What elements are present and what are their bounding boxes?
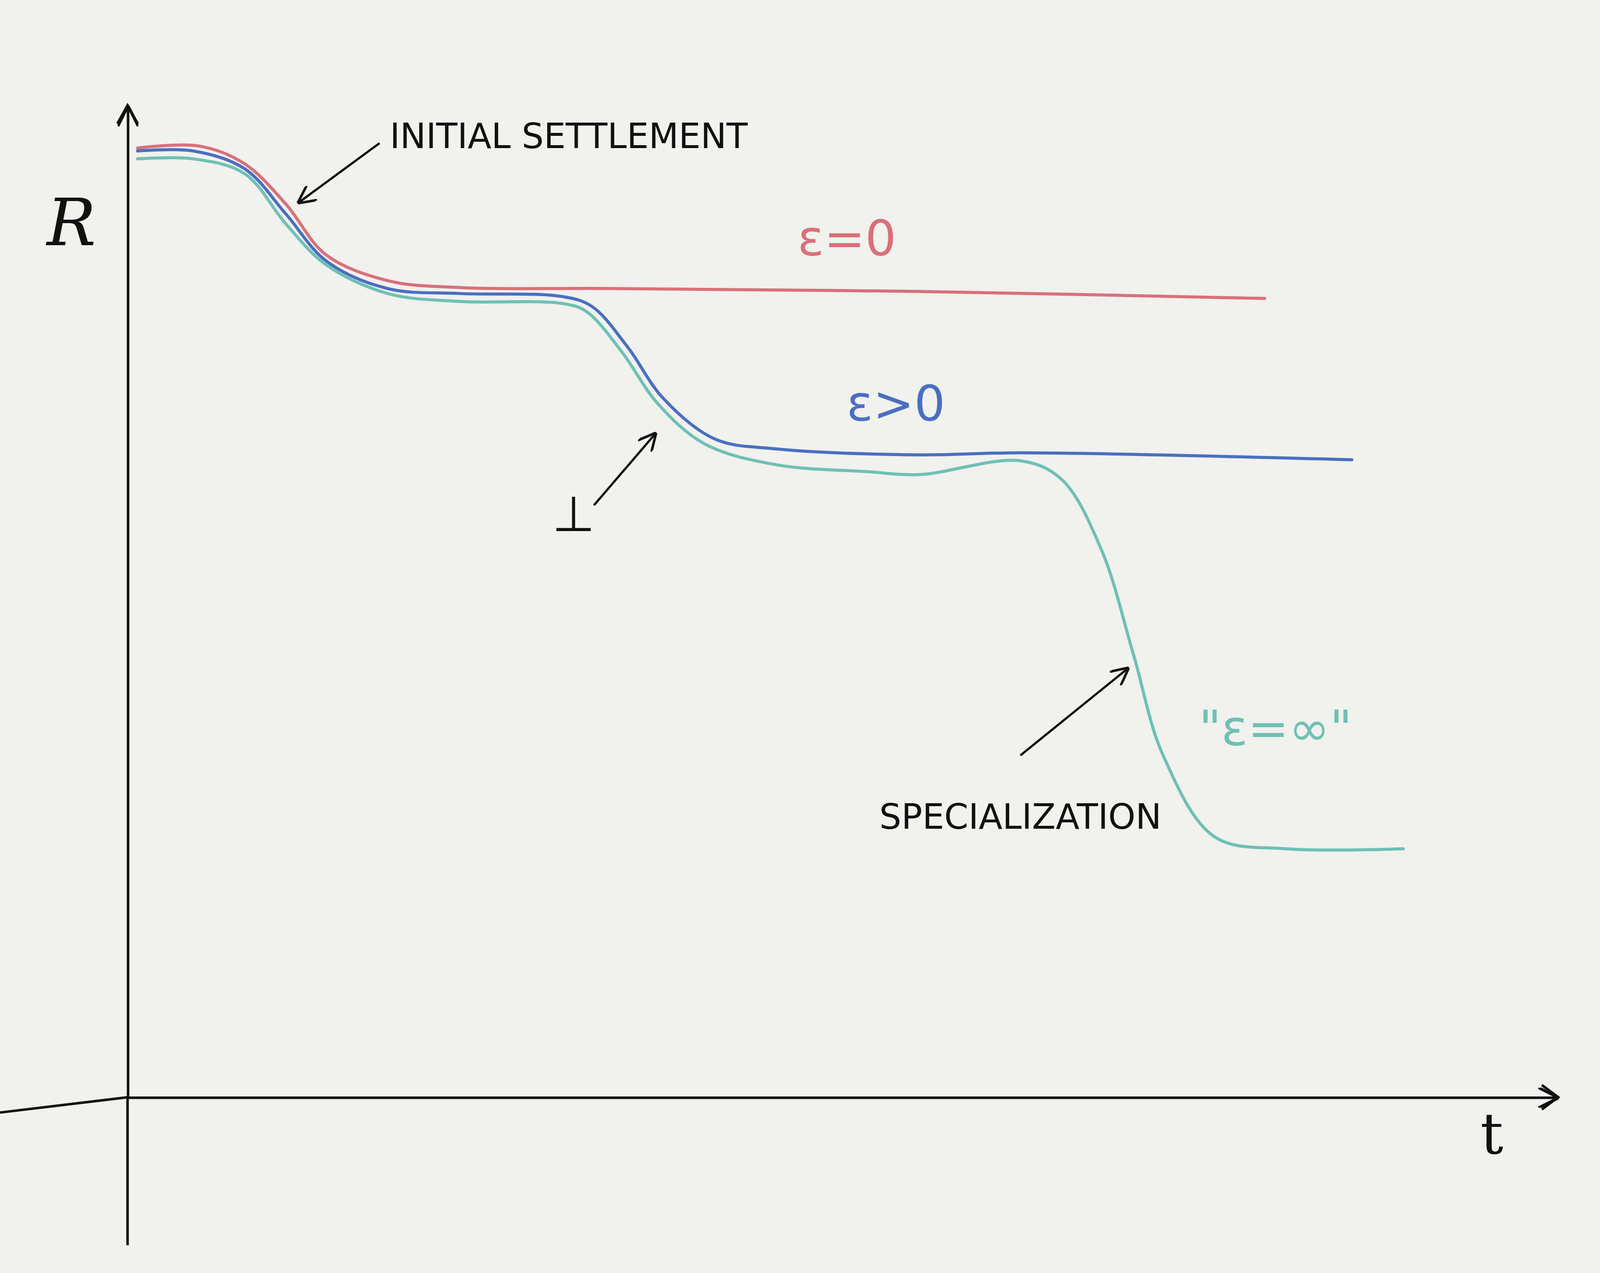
x-axis bbox=[127, 1097, 1557, 1099]
y-axis-title: R bbox=[45, 184, 97, 261]
y-axis bbox=[127, 107, 129, 1098]
annotation: INITIAL SETTLEMENT bbox=[389, 115, 749, 157]
x-axis-title: t bbox=[1480, 1100, 1504, 1167]
y-axis-extension bbox=[126, 1097, 129, 1246]
chart-svg: Rt ε=0 ε>0 "ε=∞" INITIAL SETTLEMENT ⊥ SPECIALI… bbox=[0, 0, 1600, 1273]
x-axis-extension bbox=[0, 1097, 128, 1113]
annotation-arrow bbox=[593, 433, 656, 506]
series-label: ε=0 bbox=[797, 209, 897, 268]
annotation-arrow bbox=[1020, 668, 1128, 756]
series-label: ε>0 bbox=[846, 375, 946, 433]
lines bbox=[137, 145, 1404, 851]
x-arrowhead bbox=[1541, 1085, 1558, 1110]
series-line bbox=[137, 149, 1352, 460]
series-line bbox=[137, 145, 1266, 299]
annotation-arrow bbox=[299, 143, 380, 203]
annotation: ⊥ bbox=[552, 485, 595, 543]
y-arrowhead bbox=[117, 105, 138, 124]
chart-container: Rt ε=0 ε>0 "ε=∞" INITIAL SETTLEMENT ⊥ SPECIALI… bbox=[0, 0, 1600, 1273]
annotation: SPECIALIZATION bbox=[879, 796, 1162, 838]
series-label: "ε=∞" bbox=[1198, 699, 1353, 758]
x-axis-line bbox=[127, 1096, 1557, 1099]
series-line bbox=[137, 157, 1404, 851]
y-axis-line bbox=[126, 107, 130, 1098]
